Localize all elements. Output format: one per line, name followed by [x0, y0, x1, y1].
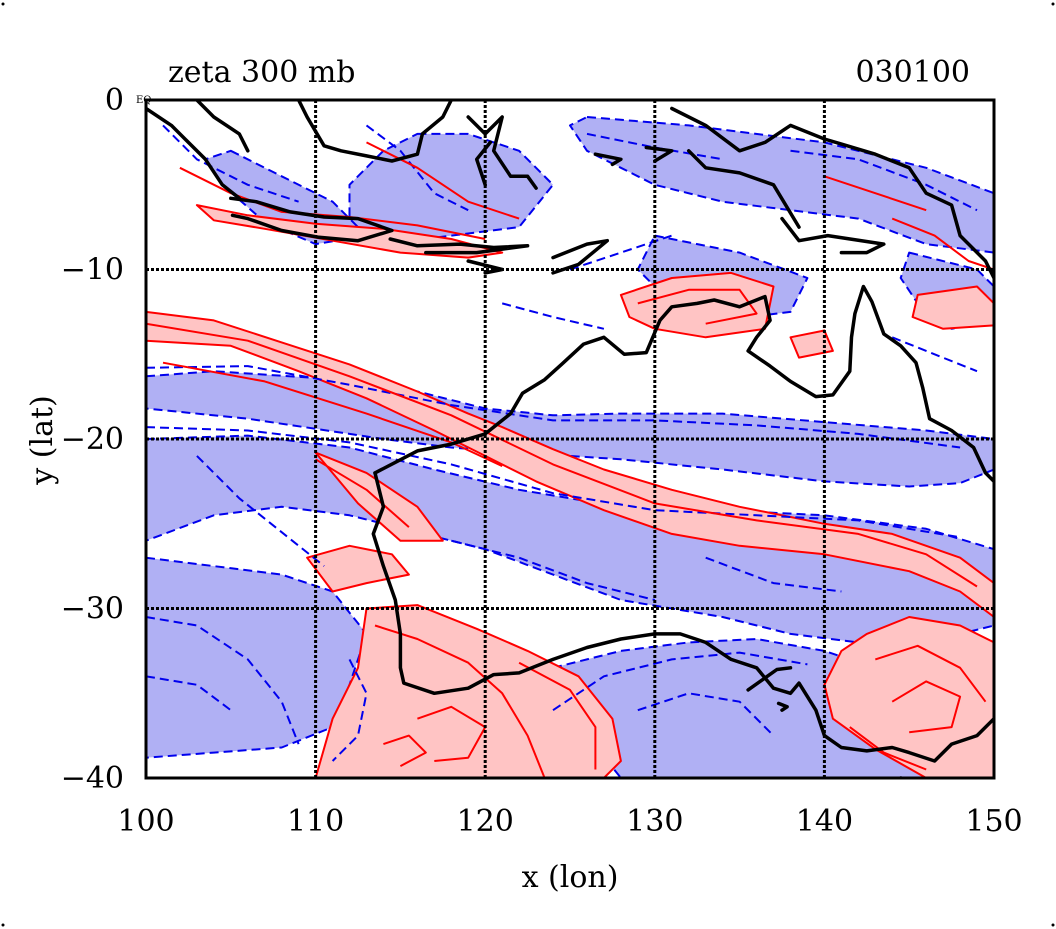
x-tick-label: 120 — [457, 804, 514, 839]
negative-contour — [146, 616, 300, 745]
x-axis-ticks: 100 110 120 130 140 150 — [117, 804, 1022, 839]
positive-vorticity-fill — [146, 204, 994, 778]
negative-contour — [365, 124, 469, 212]
negative-contour — [162, 124, 299, 203]
positive-contour — [824, 175, 927, 212]
x-tick-label: 150 — [965, 804, 1022, 839]
corner-mark — [1, 923, 5, 927]
y-tick-label: −20 — [61, 422, 124, 457]
coastline — [373, 284, 994, 484]
coastline-layer — [146, 100, 994, 778]
plot-frame — [144, 98, 996, 780]
negative-region — [146, 370, 994, 488]
coastline — [474, 140, 493, 187]
y-axis-ticks: 0 −10 −20 −30 −40 — [61, 83, 124, 796]
positive-contour — [849, 726, 927, 771]
negative-contour — [891, 336, 978, 373]
chart-title: zeta 300 mb — [168, 55, 356, 90]
negative-contour — [146, 426, 961, 539]
positive-region — [146, 310, 994, 618]
grid-lines — [146, 100, 994, 778]
negative-contour — [451, 539, 656, 601]
coastline — [593, 152, 623, 167]
y-axis-label: y (lat) — [25, 395, 60, 485]
y-tick-label: −40 — [61, 761, 124, 796]
positive-contour — [874, 644, 987, 703]
positive-contour — [518, 661, 597, 770]
coastline — [686, 149, 801, 229]
corner-mark — [1, 2, 5, 6]
coastline — [780, 216, 886, 255]
corner-mark — [1051, 923, 1055, 927]
corner-mark — [1051, 2, 1055, 6]
positive-contour — [637, 288, 758, 325]
positive-region — [823, 616, 994, 778]
plot-area — [146, 100, 994, 778]
coastline — [388, 237, 530, 255]
positive-region — [306, 544, 410, 593]
coastline — [746, 666, 793, 692]
negative-contour — [331, 658, 368, 762]
x-tick-label: 110 — [287, 804, 344, 839]
negative-contour — [501, 302, 605, 330]
x-tick-label: 130 — [626, 804, 683, 839]
y-tick-label: −10 — [61, 253, 124, 288]
time-label: 030100 — [855, 55, 970, 90]
x-axis-label: x (lon) — [522, 860, 619, 895]
x-tick-label: 140 — [796, 804, 853, 839]
coastline — [146, 106, 242, 201]
coastline — [371, 471, 994, 763]
coastline — [229, 196, 394, 243]
positive-contour — [315, 458, 410, 528]
positive-contour — [891, 680, 962, 734]
y-tick-label: −30 — [61, 592, 124, 627]
negative-contour — [637, 692, 775, 737]
positive-contour — [146, 322, 978, 588]
positive-contour — [366, 141, 520, 220]
coastline — [644, 145, 674, 163]
negative-contour — [146, 365, 961, 449]
negative-contour — [705, 556, 842, 593]
negative-contour — [586, 132, 723, 161]
negative-vorticity-contours — [146, 124, 978, 762]
coastline — [776, 701, 789, 712]
positive-region — [911, 285, 994, 330]
negative-contour — [196, 455, 325, 567]
coastline — [195, 100, 250, 153]
positive-contour — [891, 217, 994, 271]
positive-contour — [383, 734, 427, 767]
corner-label: EQ — [136, 95, 152, 106]
positive-contour — [162, 361, 503, 468]
coastline — [466, 115, 538, 190]
y-tick-label: 0 — [105, 83, 124, 118]
negative-contour — [146, 675, 232, 712]
negative-contour — [552, 651, 808, 712]
x-tick-label: 100 — [117, 804, 174, 839]
positive-region — [789, 329, 834, 359]
coastline — [551, 238, 610, 275]
positive-region — [314, 604, 622, 778]
coastline — [670, 106, 994, 280]
